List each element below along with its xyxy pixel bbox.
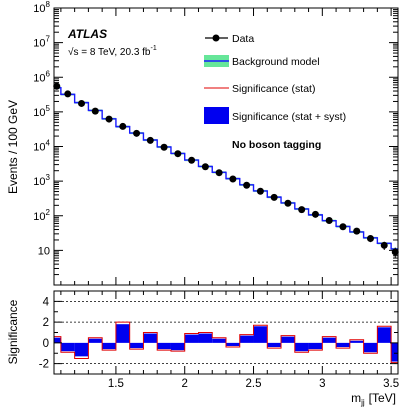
significance-syst-bar: [74, 342, 89, 357]
ratio-x-tick-label: 2.5: [246, 378, 262, 390]
significance-syst-bar: [336, 342, 350, 348]
legend-sig-stat-label: Significance (stat): [232, 83, 315, 95]
main-y-axis-label: Events / 100 GeV: [6, 100, 20, 194]
significance-syst-bars: [54, 324, 398, 362]
main-y-tick-label: 103: [33, 173, 50, 188]
data-point: [229, 175, 237, 183]
data-point: [188, 156, 196, 164]
data-point: [243, 181, 251, 189]
legend-sig-syst-box: [204, 107, 229, 124]
significance-syst-bar: [308, 342, 323, 350]
data-point: [201, 163, 209, 171]
energy-lumi-label: √s = 8 TeV, 20.3 fb-1: [68, 45, 157, 58]
data-point: [91, 107, 99, 115]
data-point: [284, 199, 292, 207]
data-point: [366, 235, 374, 243]
significance-syst-bar: [322, 337, 337, 343]
significance-syst-bar: [157, 342, 171, 350]
ratio-y-ticks: 4 2 0 -2: [39, 290, 398, 375]
legend-item-sig-syst: Significance (stat + syst): [204, 107, 346, 124]
significance-stat-line: [54, 321, 398, 364]
significance-syst-bar: [184, 334, 199, 343]
ratio-frame: [53, 290, 399, 375]
data-point: [311, 210, 319, 218]
ratio-y-tick-label: 0: [43, 338, 49, 350]
x-axis-label: mjj [TeV]: [351, 391, 396, 407]
significance-syst-bar: [377, 327, 392, 343]
significance-syst-bar: [60, 342, 75, 352]
main-y-tick-label: 10: [38, 245, 50, 257]
data-point: [353, 227, 361, 235]
data-point: [215, 169, 223, 177]
ratio-x-tick-label: 3.5: [383, 378, 399, 390]
ratio-y-tick-label: -2: [39, 359, 49, 371]
legend-data-marker: [212, 34, 220, 42]
main-y-ticks: 10 102 103 104 105 106 107 108: [33, 0, 398, 286]
ratio-x-ticks: 1.5 2 2.5 3 3.5: [60, 291, 399, 390]
data-point: [270, 193, 278, 201]
legend-sig-syst-label: Significance (stat + syst): [232, 111, 346, 123]
significance-syst-bar: [294, 342, 309, 352]
significance-syst-bar: [88, 338, 103, 343]
significance-syst-bar: [349, 340, 364, 343]
ratio-x-tick-label: 2: [182, 378, 188, 390]
data-point: [339, 223, 347, 231]
legend-item-background: Background model: [204, 55, 320, 68]
main-y-tick-label: 106: [33, 69, 50, 84]
category-label: No boson tagging: [232, 139, 321, 151]
ratio-y-tick-label: 4: [43, 296, 50, 308]
data-point: [380, 241, 388, 249]
ratio-reference-lines: [54, 300, 398, 365]
data-point: [105, 115, 113, 123]
significance-syst-bar: [239, 335, 254, 343]
data-point: [146, 136, 154, 144]
legend-background-label: Background model: [232, 56, 320, 68]
data-point: [133, 129, 141, 137]
significance-syst-bar: [54, 337, 61, 343]
ratio-y-axis-label: Significance: [6, 299, 20, 364]
main-panel: 10 102 103 104 105 106 107 108 Events / 100 GeV: [6, 0, 399, 286]
ratio-panel: 4 2 0 -2 1.5 2 2.5 3 3.5 Significance mjj [TeV]: [6, 290, 399, 407]
legend-data-label: Data: [232, 33, 254, 45]
significance-syst-bar: [102, 342, 116, 350]
data-point: [160, 143, 168, 151]
main-x-ticks: [60, 8, 392, 285]
significance-syst-bar: [212, 338, 226, 343]
atlas-labels: ATLAS √s = 8 TeV, 20.3 fb-1 No boson tag…: [67, 27, 321, 151]
significance-syst-bar: [198, 333, 213, 343]
main-y-tick-label: 105: [33, 104, 50, 119]
significance-syst-bar: [129, 342, 144, 349]
significance-syst-bar: [143, 333, 158, 343]
data-point: [325, 216, 333, 224]
main-y-tick-label: 108: [33, 0, 50, 15]
ratio-y-tick-label: 2: [43, 317, 49, 329]
ratio-x-tick-label: 3: [319, 378, 325, 390]
significance-syst-bar: [391, 342, 398, 362]
significance-syst-bar: [253, 326, 268, 343]
atlas-label: ATLAS: [67, 27, 107, 41]
legend-item-data: Data: [205, 33, 254, 45]
data-point: [64, 90, 72, 98]
significance-syst-bar: [170, 342, 185, 351]
significance-syst-bar: [363, 342, 378, 353]
significance-syst-bar: [267, 342, 282, 348]
ratio-x-tick-label: 1.5: [108, 378, 124, 390]
significance-syst-bar: [281, 336, 295, 343]
data-point: [256, 187, 264, 195]
main-y-tick-label: 107: [33, 35, 50, 50]
main-y-tick-label: 104: [33, 139, 50, 154]
significance-syst-bar: [115, 324, 130, 343]
legend-item-sig-stat: Significance (stat): [204, 83, 315, 95]
data-point: [78, 99, 86, 107]
main-y-tick-label: 102: [33, 208, 50, 223]
data-point: [174, 150, 182, 158]
data-point: [298, 206, 306, 214]
data-point: [119, 122, 127, 130]
legend: Data Background model Significance (stat…: [204, 33, 346, 124]
data-error-bars: [246, 184, 396, 259]
significance-syst-bar: [226, 342, 240, 346]
